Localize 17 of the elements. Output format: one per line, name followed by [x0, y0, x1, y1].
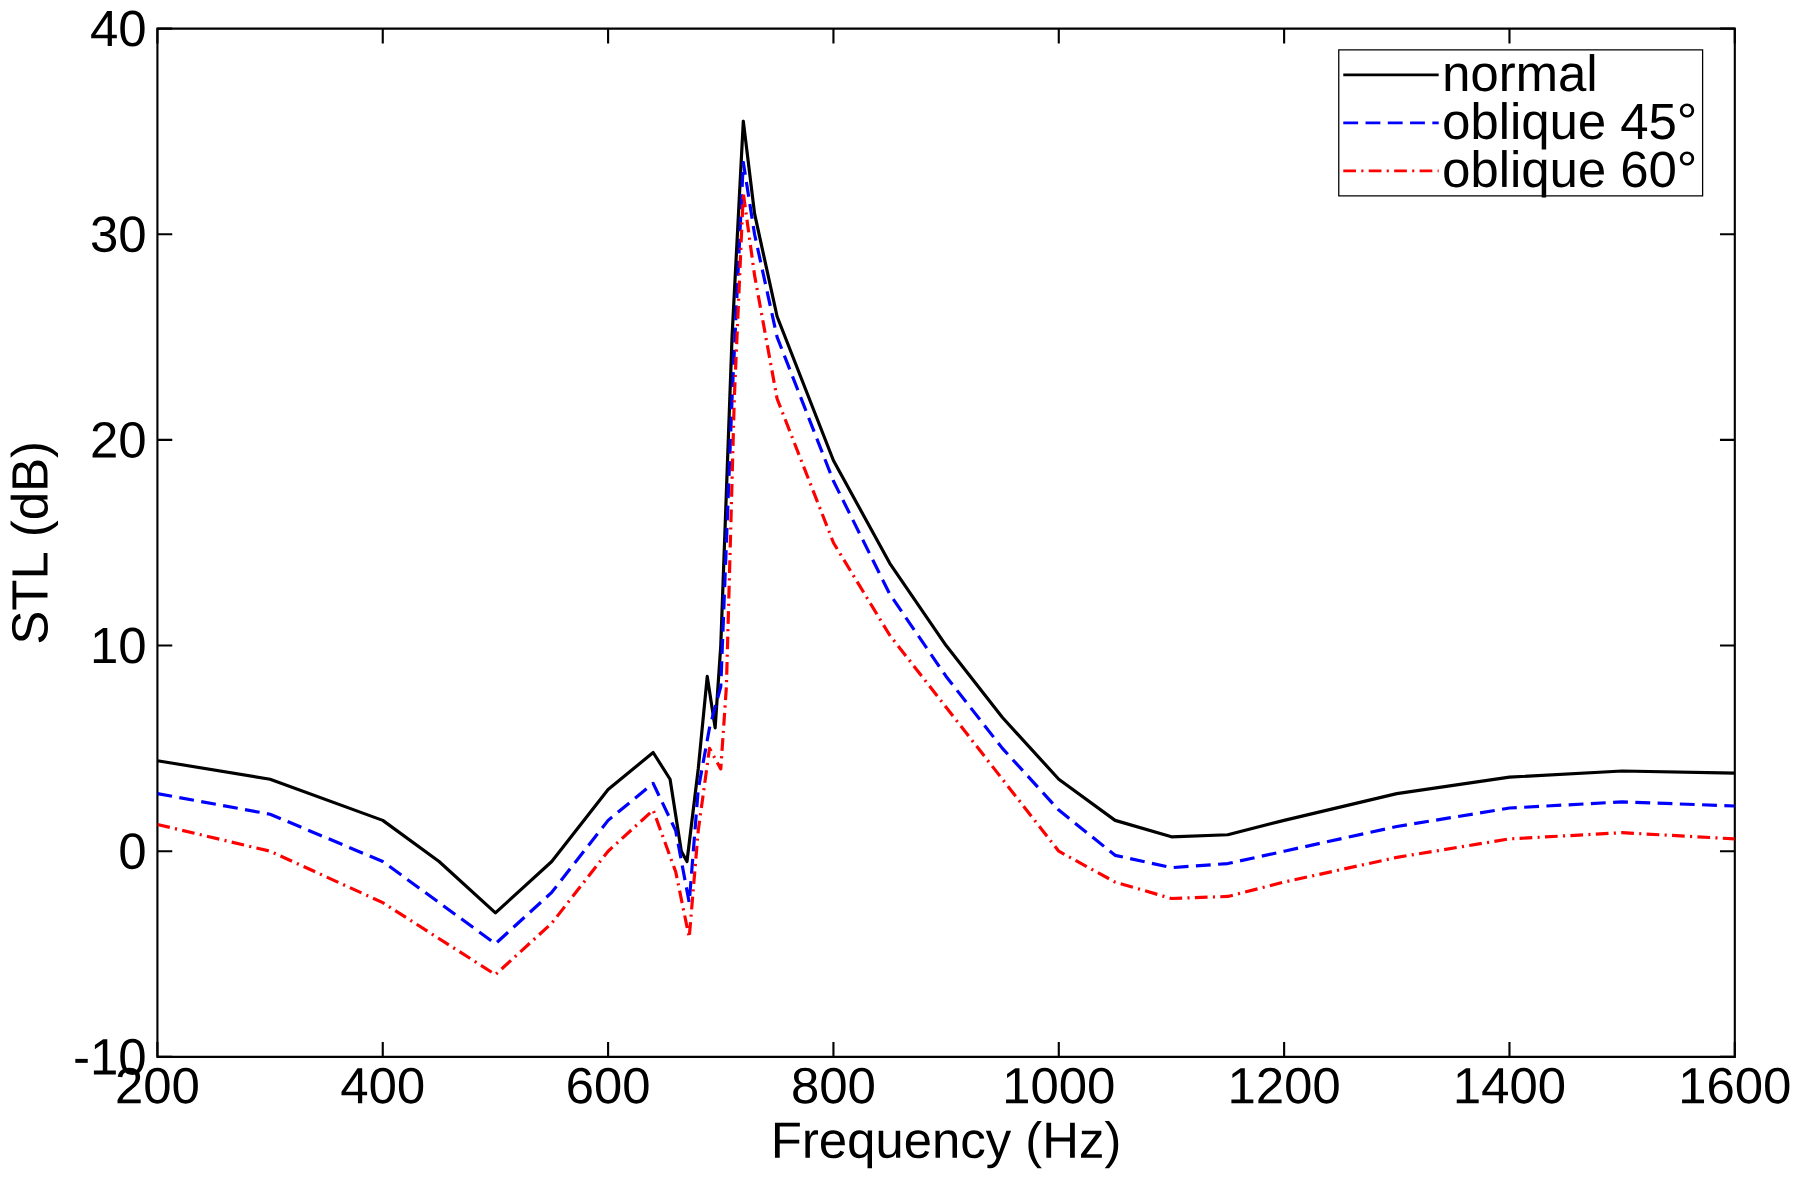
- x-tick-label: 1600: [1682, 1067, 1790, 1104]
- x-tick-label: 1200: [1231, 1067, 1339, 1104]
- x-tick-label: 1400: [1456, 1067, 1565, 1104]
- x-tick-label: 400: [341, 1067, 424, 1104]
- legend-label: oblique 45°: [1444, 102, 1695, 150]
- legend-label: normal: [1445, 54, 1595, 92]
- y-tick-label: 20: [92, 421, 145, 458]
- y-tick-label: 40: [91, 10, 145, 47]
- x-axis-title: Frequency (Hz): [774, 1120, 1119, 1169]
- legend-label: oblique 60°: [1444, 150, 1695, 198]
- y-tick-label: 30: [91, 216, 145, 253]
- x-tick-label: 1000: [1006, 1067, 1114, 1104]
- x-tick-label: 600: [568, 1067, 649, 1104]
- y-tick-label: 0: [120, 833, 145, 870]
- y-axis-title: STL (dB): [10, 444, 59, 643]
- y-tick-label: 10: [93, 627, 145, 664]
- x-tick-label: 800: [793, 1067, 874, 1104]
